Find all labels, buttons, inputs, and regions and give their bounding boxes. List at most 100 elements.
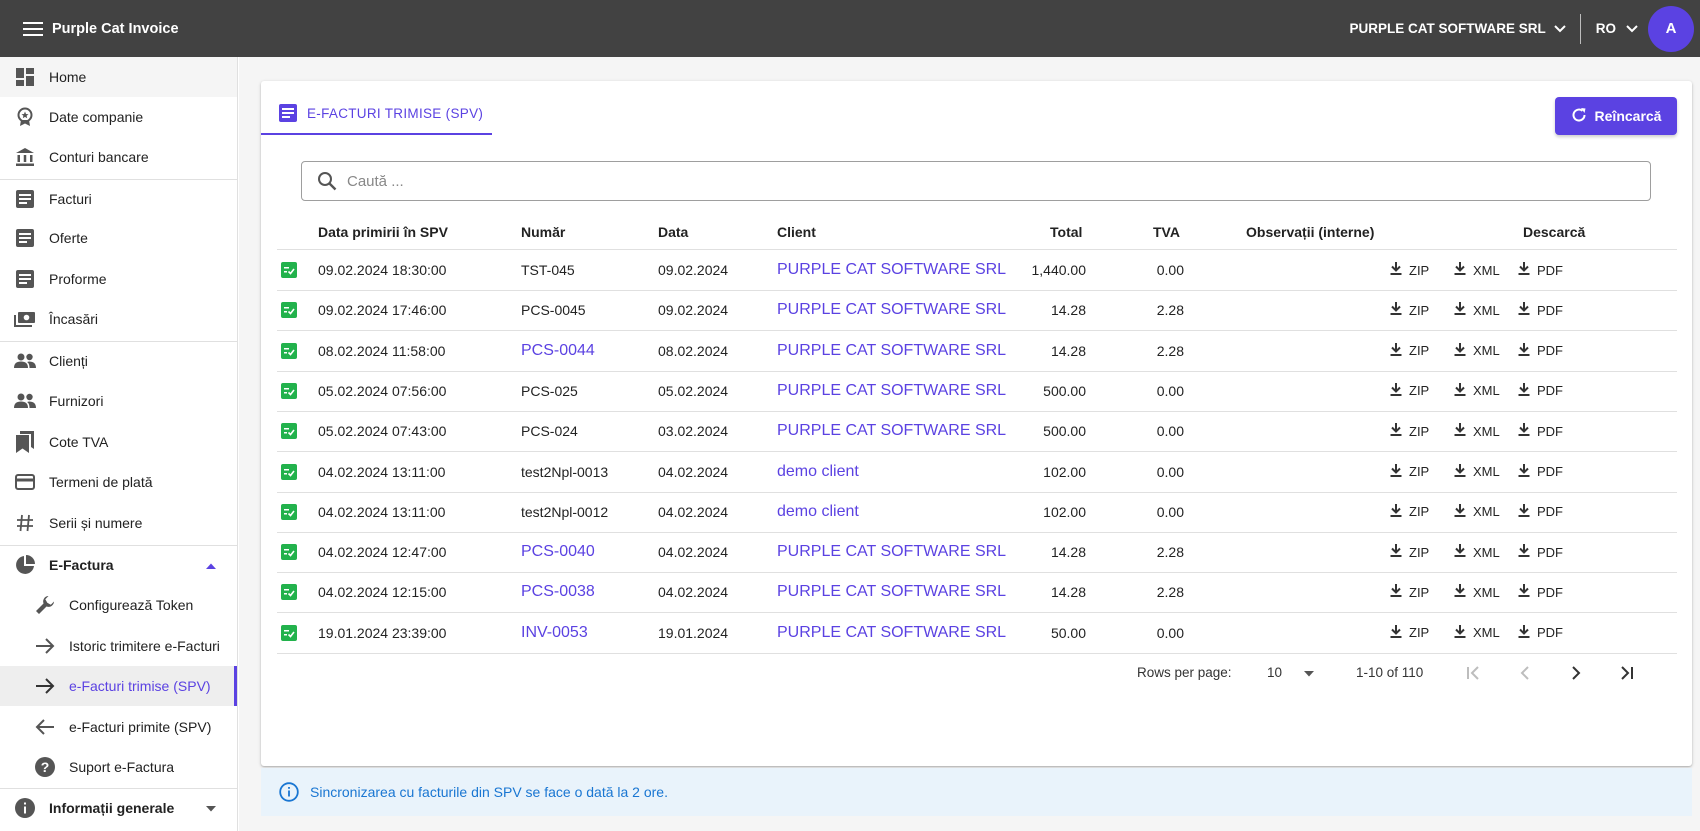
sidebar-item-sent-invoices[interactable]: e-Facturi trimise (SPV) (0, 666, 237, 706)
reload-button[interactable]: Reîncarcă (1555, 97, 1677, 135)
cell-client-link[interactable]: PURPLE CAT SOFTWARE SRL (777, 623, 1007, 641)
sidebar-group-e-factura[interactable]: E-Factura (0, 545, 237, 585)
cell-client-link[interactable]: PURPLE CAT SOFTWARE SRL (777, 422, 1007, 440)
cell-vat: 2.28 (1156, 544, 1184, 561)
column-header-number[interactable]: Număr (521, 224, 566, 240)
sidebar-item-vat-rates[interactable]: Cote TVA (0, 422, 237, 462)
sidebar-group-general-info[interactable]: Informații generale (0, 788, 237, 828)
download-xml-button[interactable]: XML (1454, 532, 1500, 572)
sidebar-item-proforma[interactable]: Proforme (0, 259, 237, 299)
sidebar-item-support[interactable]: ? Suport e-Factura (0, 747, 237, 787)
cell-client-link[interactable]: PURPLE CAT SOFTWARE SRL (777, 341, 1007, 359)
sidebar-item-label: Home (49, 69, 87, 85)
sidebar-item-company-data[interactable]: Date companie (0, 97, 237, 137)
column-header-received[interactable]: Data primirii în SPV (318, 224, 448, 240)
download-zip-button[interactable]: ZIP (1390, 411, 1429, 451)
sidebar-item-payment-terms[interactable]: Termeni de plată (0, 462, 237, 502)
column-header-notes[interactable]: Observații (interne) (1246, 224, 1375, 240)
download-pdf-button[interactable]: PDF (1518, 532, 1563, 572)
download-zip-label: ZIP (1409, 504, 1430, 520)
download-xml-button[interactable]: XML (1454, 411, 1500, 451)
cell-number[interactable]: PCS-0038 (521, 583, 595, 601)
download-xml-button[interactable]: XML (1454, 371, 1500, 411)
previous-page-icon[interactable] (1513, 661, 1537, 685)
download-zip-button[interactable]: ZIP (1390, 492, 1429, 532)
download-zip-button[interactable]: ZIP (1390, 250, 1429, 290)
next-page-icon[interactable] (1564, 661, 1588, 685)
download-pdf-button[interactable]: PDF (1518, 331, 1563, 371)
column-header-date[interactable]: Data (658, 224, 689, 240)
cell-date: 05.02.2024 (658, 382, 729, 399)
sidebar-item-suppliers[interactable]: Furnizori (0, 381, 237, 421)
download-zip-button[interactable]: ZIP (1390, 613, 1429, 653)
table-row: 08.02.2024 11:58:00 PCS-0044 08.02.2024 PUR… (277, 331, 1677, 371)
sidebar-item-received-invoices[interactable]: e-Facturi primite (SPV) (0, 707, 237, 747)
cell-client-link[interactable]: PURPLE CAT SOFTWARE SRL (777, 301, 1007, 319)
download-zip-button[interactable]: ZIP (1390, 331, 1429, 371)
download-xml-button[interactable]: XML (1454, 452, 1500, 492)
download-zip-button[interactable]: ZIP (1390, 290, 1429, 330)
cell-client-link[interactable]: PURPLE CAT SOFTWARE SRL (777, 583, 1007, 601)
cell-client-link[interactable]: demo client (777, 502, 859, 520)
download-xml-button[interactable]: XML (1454, 290, 1500, 330)
hamburger-menu-icon[interactable] (20, 16, 46, 42)
download-pdf-button[interactable]: PDF (1518, 452, 1563, 492)
sidebar-item-configure-token[interactable]: Configurează Token (0, 585, 237, 625)
download-pdf-button[interactable]: PDF (1518, 572, 1563, 612)
download-zip-label: ZIP (1409, 262, 1430, 278)
column-header-client[interactable]: Client (777, 224, 816, 240)
sidebar-item-bank-accounts[interactable]: Conturi bancare (0, 137, 237, 177)
download-pdf-label: PDF (1537, 584, 1563, 600)
download-xml-button[interactable]: XML (1454, 492, 1500, 532)
column-header-total[interactable]: Total (1050, 224, 1083, 240)
first-page-icon[interactable] (1461, 661, 1485, 685)
sidebar-item-invoices[interactable]: Facturi (0, 179, 237, 219)
download-pdf-button[interactable]: PDF (1518, 613, 1563, 653)
download-zip-button[interactable]: ZIP (1390, 371, 1429, 411)
cell-number[interactable]: INV-0053 (521, 623, 588, 641)
download-pdf-button[interactable]: PDF (1518, 411, 1563, 451)
company-selector[interactable]: PURPLE CAT SOFTWARE SRL (1349, 21, 1579, 36)
download-xml-button[interactable]: XML (1454, 572, 1500, 612)
sidebar-item-series[interactable]: Serii și numere (0, 503, 237, 543)
cell-client-link[interactable]: PURPLE CAT SOFTWARE SRL (777, 381, 1007, 399)
cell-number[interactable]: PCS-0040 (521, 543, 595, 561)
rows-per-page-select[interactable]: 10 (1267, 657, 1315, 687)
download-icon (1454, 503, 1466, 520)
download-xml-button[interactable]: XML (1454, 331, 1500, 371)
cell-received: 08.02.2024 11:58:00 (318, 342, 446, 359)
tab-sent-invoices[interactable]: E-FACTURI TRIMISE (SPV) (261, 93, 492, 135)
search-icon (317, 171, 337, 191)
people-icon (13, 389, 37, 413)
sidebar-item-clients[interactable]: Clienți (0, 341, 237, 381)
download-pdf-button[interactable]: PDF (1518, 250, 1563, 290)
download-pdf-button[interactable]: PDF (1518, 492, 1563, 532)
search-input[interactable] (347, 172, 1627, 190)
download-icon (1390, 262, 1402, 278)
row-divider (277, 531, 1677, 533)
language-selector[interactable]: RO (1581, 21, 1648, 36)
sidebar-item-offers[interactable]: Oferte (0, 218, 237, 258)
sidebar-item-home[interactable]: Home (0, 57, 237, 97)
download-zip-button[interactable]: ZIP (1390, 572, 1429, 612)
download-zip-button[interactable]: ZIP (1390, 452, 1429, 492)
cell-client-link[interactable]: PURPLE CAT SOFTWARE SRL (777, 543, 1007, 561)
download-xml-button[interactable]: XML (1454, 250, 1500, 290)
row-divider (277, 491, 1677, 493)
download-pdf-button[interactable]: PDF (1518, 290, 1563, 330)
cell-client-link[interactable]: demo client (777, 462, 859, 480)
download-icon (1390, 544, 1402, 560)
column-header-vat[interactable]: TVA (1153, 224, 1180, 240)
download-zip-button[interactable]: ZIP (1390, 532, 1429, 572)
user-avatar[interactable]: A (1648, 5, 1694, 52)
download-xml-button[interactable]: XML (1454, 613, 1500, 653)
cell-number[interactable]: PCS-0044 (521, 341, 595, 359)
cell-client-link[interactable]: PURPLE CAT SOFTWARE SRL (777, 261, 1007, 278)
table-row: 05.02.2024 07:43:00 PCS-024 03.02.2024 PURP… (277, 411, 1677, 451)
sidebar-divider (0, 341, 237, 342)
sidebar-item-payments[interactable]: Încasări (0, 299, 237, 339)
pagination-range: 1-10 of 110 (1356, 664, 1424, 680)
sidebar-item-send-history[interactable]: Istoric trimitere e-Facturi (0, 626, 237, 666)
last-page-icon[interactable] (1615, 661, 1639, 685)
download-pdf-button[interactable]: PDF (1518, 371, 1563, 411)
